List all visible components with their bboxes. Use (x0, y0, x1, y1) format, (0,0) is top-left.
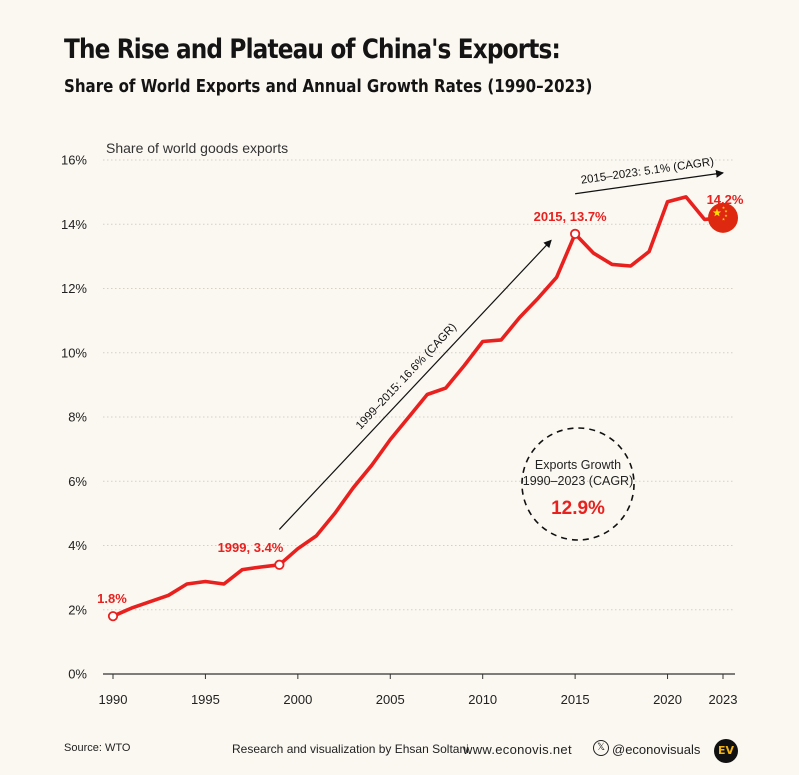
cagr-arrow (575, 169, 724, 195)
x-tick-label: 2010 (468, 692, 497, 707)
cagr-label: 1999–2015: 16.6% (CAGR) (354, 321, 459, 432)
point-label: 14.2% (707, 192, 744, 207)
chart-subtitle: Share of World Exports and Annual Growth… (64, 77, 593, 97)
x-tick-label: 2020 (653, 692, 682, 707)
cagr-arrow (278, 239, 552, 530)
axes: 0% 2% 4% 6% 8% 10% 12% 14% 16% 1990 1995 2000 2005 20… (61, 153, 737, 708)
x-tick-label: 2015 (561, 692, 590, 707)
flag-small-star (724, 209, 728, 213)
y-axis-label: Share of world goods exports (106, 140, 288, 156)
x-tick-label: 2023 (709, 692, 738, 707)
flag-small-star (722, 217, 725, 221)
y-tick-label: 10% (61, 345, 87, 360)
y-tick-label: 12% (61, 281, 87, 296)
y-tick-label: 0% (68, 667, 87, 682)
highlight-point (570, 228, 581, 239)
chart-title: The Rise and Plateau of China's Exports: (64, 34, 561, 65)
social-handle[interactable]: @econovisuals (612, 742, 701, 757)
credit-text: Research and visualization by Ehsan Solt… (232, 742, 469, 756)
gridlines (103, 159, 735, 611)
point-label: 1.8% (97, 591, 127, 606)
flag-big-star (712, 208, 722, 217)
y-tick-label: 14% (61, 217, 87, 232)
x-logo-icon[interactable]: 𝕏 (593, 740, 609, 756)
y-tick-label: 2% (68, 602, 87, 617)
x-tick-label: 1995 (191, 692, 220, 707)
point-label: 1999, 3.4% (218, 540, 284, 555)
y-tick-label: 8% (68, 410, 87, 425)
china-flag-icon (708, 202, 738, 233)
x-tick-label: 1990 (99, 692, 128, 707)
callout-value: 12.9% (551, 498, 605, 519)
point-label: 2015, 13.7% (534, 209, 607, 224)
x-tick-label: 2005 (376, 692, 405, 707)
highlight-point (107, 611, 119, 622)
cagr-annotations: 1999–2015: 16.6% (CAGR) 2015–2023: 5.1% (… (278, 156, 724, 530)
china-export-share-line (111, 195, 725, 619)
growth-callout: Exports Growth 1990–2023 (CAGR) 12.9% (521, 427, 635, 541)
flag-small-star (722, 206, 725, 209)
y-tick-label: 6% (68, 474, 87, 489)
callout-line1: Exports Growth (535, 458, 621, 472)
y-tick-label: 16% (61, 153, 87, 168)
flag-disc (708, 202, 738, 233)
series-layer: 1.8% 1999, 3.4% 2015, 13.7% 14.2% (97, 192, 744, 622)
highlight-point (274, 559, 285, 570)
econovis-logo: EV (714, 739, 738, 763)
callout-dashed-circle (521, 427, 635, 541)
flag-small-star (724, 214, 728, 217)
x-tick-label: 2000 (283, 692, 312, 707)
callout-line2: 1990–2023 (CAGR) (523, 474, 633, 488)
cagr-label: 2015–2023: 5.1% (CAGR) (580, 156, 715, 187)
source-text: Source: WTO (64, 742, 131, 754)
y-tick-label: 4% (68, 538, 87, 553)
website-link[interactable]: www.econovis.net (463, 742, 572, 757)
